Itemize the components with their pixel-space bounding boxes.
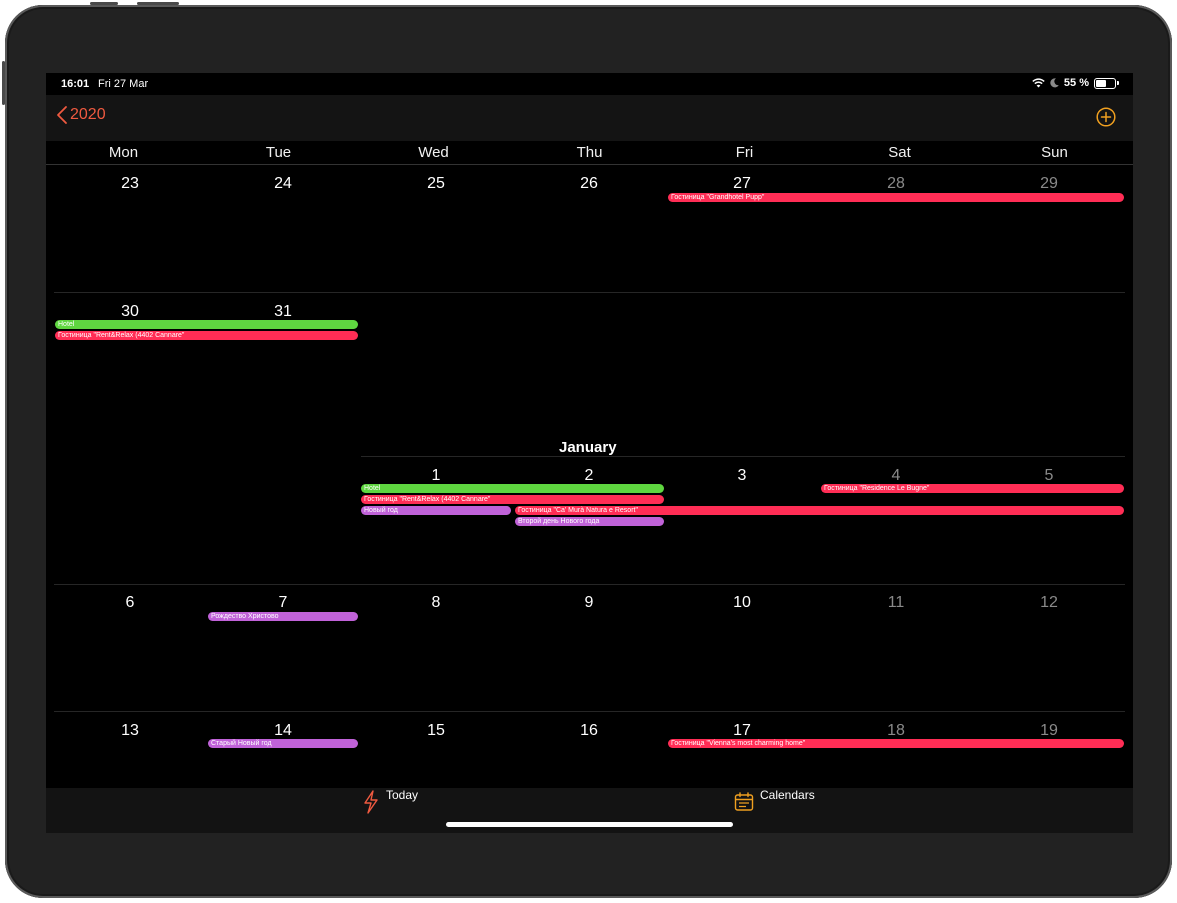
weekday-header: Mon Tue Wed Thu Fri Sat Sun xyxy=(46,141,1133,165)
weekday-wed: Wed xyxy=(418,144,449,161)
day-cell[interactable]: 28 xyxy=(887,175,905,192)
event-christmas[interactable]: Рождество Христово xyxy=(208,612,358,621)
weekday-mon: Mon xyxy=(108,144,139,161)
battery-tip xyxy=(1117,81,1119,85)
day-cell[interactable]: 4 xyxy=(891,467,901,484)
back-to-year-button[interactable]: 2020 xyxy=(56,105,106,125)
day-cell[interactable]: 27 xyxy=(733,175,751,192)
screen: 16:01 Fri 27 Mar 55 % 2020 xyxy=(46,73,1133,833)
day-cell[interactable]: 7 xyxy=(278,594,288,611)
day-cell[interactable]: 25 xyxy=(427,175,445,192)
battery-icon xyxy=(1094,77,1116,89)
day-cell[interactable]: 5 xyxy=(1044,467,1054,484)
tab-bar: Today Calendars xyxy=(46,788,1133,833)
event-rentrelax-dec[interactable]: Гостиница "Rent&Relax (4402 Cannare" xyxy=(55,331,358,340)
chevron-left-icon xyxy=(57,106,67,124)
event-old-new-year[interactable]: Старый Новый год xyxy=(208,739,358,748)
calendar-icon xyxy=(734,792,754,811)
event-rentrelax-jan[interactable]: Гостиница "Rent&Relax (4402 Cannare" xyxy=(361,495,664,504)
moon-icon xyxy=(1050,78,1059,88)
day-cell[interactable]: 26 xyxy=(580,175,598,192)
tab-calendars[interactable]: Calendars xyxy=(734,788,815,812)
day-cell[interactable]: 2 xyxy=(584,467,594,484)
day-cell[interactable]: 31 xyxy=(274,303,292,320)
back-label: 2020 xyxy=(70,106,106,123)
day-cell[interactable]: 10 xyxy=(733,594,751,611)
day-cell[interactable]: 11 xyxy=(887,594,905,611)
day-cell[interactable]: 13 xyxy=(121,722,139,739)
tab-today[interactable]: Today xyxy=(362,788,418,814)
nav-bar: 2020 xyxy=(46,95,1133,141)
day-cell[interactable]: 30 xyxy=(121,303,139,320)
event-hotel-dec[interactable]: Hotel xyxy=(55,320,358,329)
week-divider xyxy=(54,292,1125,293)
day-cell[interactable]: 18 xyxy=(887,722,905,739)
weekday-sat: Sat xyxy=(888,144,911,161)
status-date: Fri 27 Mar xyxy=(98,78,149,90)
event-new-year[interactable]: Новый год xyxy=(361,506,511,515)
day-cell[interactable]: 23 xyxy=(121,175,139,192)
day-cell[interactable]: 24 xyxy=(274,175,292,192)
home-indicator[interactable] xyxy=(446,822,733,827)
day-cell[interactable]: 17 xyxy=(733,722,751,739)
event-residence[interactable]: Гостиница "Residence Le Bugne" xyxy=(821,484,1124,493)
event-grandhotel[interactable]: Гостиница "Grandhotel Pupp" xyxy=(668,193,1124,202)
volume-button xyxy=(90,2,118,5)
day-cell[interactable]: 29 xyxy=(1040,175,1058,192)
tab-today-label: Today xyxy=(386,788,419,802)
wifi-icon xyxy=(1032,78,1045,88)
status-indicators: 55 % xyxy=(1032,77,1119,89)
weekday-thu: Thu xyxy=(576,144,603,161)
status-time: 16:01 xyxy=(61,78,90,90)
month-label-january: January xyxy=(559,439,617,456)
day-cell[interactable]: 6 xyxy=(125,594,135,611)
plus-circle-icon[interactable] xyxy=(1096,107,1116,127)
day-cell[interactable]: 16 xyxy=(580,722,598,739)
week-divider xyxy=(54,711,1125,712)
weekday-fri: Fri xyxy=(735,144,754,161)
weekday-tue: Tue xyxy=(265,144,292,161)
battery-level xyxy=(1096,79,1106,87)
day-cell[interactable]: 1 xyxy=(431,467,441,484)
volume-button xyxy=(137,2,179,5)
week-divider xyxy=(361,456,1125,457)
event-second-day[interactable]: Второй день Нового года xyxy=(515,517,664,526)
day-cell[interactable]: 14 xyxy=(274,722,292,739)
event-hotel-jan[interactable]: Hotel xyxy=(361,484,664,493)
status-bar: 16:01 Fri 27 Mar 55 % xyxy=(46,73,1133,95)
day-cell[interactable]: 3 xyxy=(737,467,747,484)
event-vienna[interactable]: Гостиница "Vienna's most charming home" xyxy=(668,739,1124,748)
day-cell[interactable]: 15 xyxy=(427,722,445,739)
day-cell[interactable]: 12 xyxy=(1040,594,1058,611)
weekday-sun: Sun xyxy=(1041,144,1068,161)
day-cell[interactable]: 9 xyxy=(584,594,594,611)
week-divider xyxy=(54,584,1125,585)
lightning-icon xyxy=(364,790,378,814)
day-cell[interactable]: 8 xyxy=(431,594,441,611)
power-button xyxy=(2,61,5,105)
tab-calendars-label: Calendars xyxy=(760,788,815,802)
day-cell[interactable]: 19 xyxy=(1040,722,1058,739)
event-ca-mura[interactable]: Гостиница "Ca' Murà Natura e Resort" xyxy=(515,506,1124,515)
battery-percent: 55 % xyxy=(1063,77,1089,89)
